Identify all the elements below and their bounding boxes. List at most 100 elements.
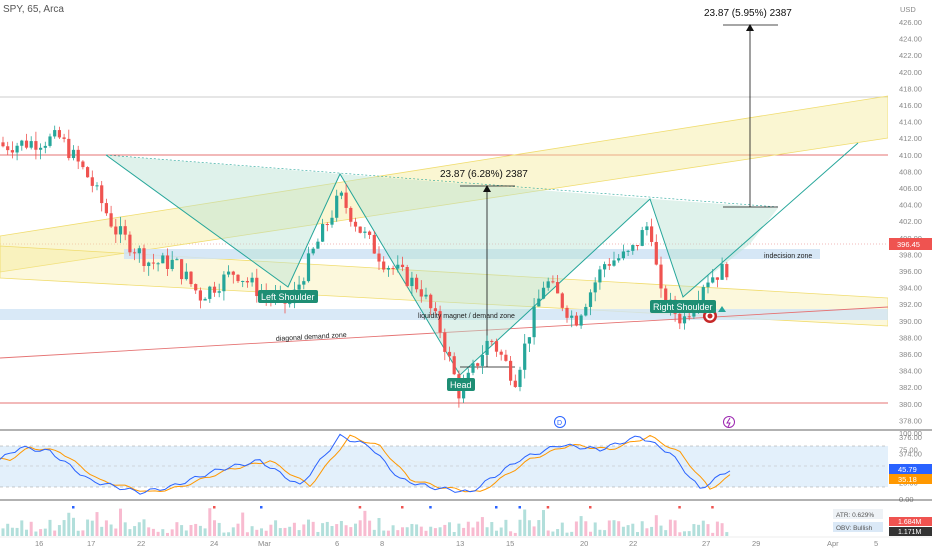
candle-body (57, 130, 61, 138)
volume-bar (307, 519, 310, 536)
candle-body (156, 263, 160, 265)
volume-bar (198, 525, 202, 536)
volume-bar (339, 520, 343, 536)
candle-body (368, 231, 372, 235)
time-tick: 6 (335, 539, 339, 548)
last-price-label: 396.45 (897, 240, 920, 249)
volume-bar (565, 532, 569, 536)
volume-bar (485, 527, 489, 536)
volume-bar (104, 520, 108, 536)
volume-bar (527, 520, 531, 536)
price-tick: 384.00 (899, 367, 922, 376)
candle-body (34, 141, 38, 150)
volume-bar (706, 524, 710, 536)
candle-body (556, 282, 560, 294)
price-tick: 408.00 (899, 167, 922, 176)
time-tick: 24 (210, 539, 218, 548)
candle-body (570, 315, 574, 318)
candle-body (316, 241, 320, 249)
price-tick: 406.00 (899, 184, 922, 193)
candle-body (527, 337, 531, 344)
volume-bar (278, 528, 282, 536)
candle-body (650, 226, 654, 242)
volume-bar (631, 523, 635, 536)
stoch-k-label: 45.79 (898, 465, 917, 474)
candle-body (462, 383, 466, 399)
volume-bar (476, 521, 480, 536)
volume-bar (302, 524, 306, 536)
candle-body (537, 298, 541, 307)
volume-dot (495, 506, 498, 509)
candle-body (203, 298, 207, 301)
candle-body (480, 354, 484, 366)
candle-body (476, 363, 480, 366)
candle-body (429, 294, 433, 309)
candle-body (20, 140, 24, 146)
candle-body (76, 149, 80, 162)
candle-body (189, 271, 193, 285)
candle-body (335, 195, 339, 218)
stoch-band (0, 446, 888, 487)
price-tick: 414.00 (899, 118, 922, 127)
price-axis: 426.00 424.00 422.00 420.00 418.00 416.00 414.… (899, 18, 922, 459)
right-shoulder-badge (650, 300, 716, 313)
time-tick: Apr (827, 539, 839, 548)
volume-a-label: 1.684M (898, 519, 922, 526)
volume-bar (579, 516, 583, 536)
pattern-fill (106, 155, 778, 375)
volume-bar (208, 508, 212, 536)
candle-body (123, 226, 127, 235)
volume-bar (48, 519, 52, 536)
head-badge (447, 378, 475, 391)
atr-label: ATR: 0.629% (836, 512, 874, 519)
volume-bar (292, 522, 296, 536)
volume-bar (109, 524, 113, 536)
volume-bar (598, 529, 602, 536)
volume-bar (161, 529, 165, 536)
candle-body (631, 245, 635, 251)
candle-body (137, 248, 141, 254)
right-shoulder-label: Right Shoulder (653, 302, 713, 312)
indecision-zone-band (124, 249, 820, 259)
volume-bar (532, 526, 536, 536)
volume-bar (570, 531, 574, 536)
volume-bar (180, 525, 184, 536)
lightning-icon (726, 417, 731, 428)
price-tick: 426.00 (899, 18, 922, 27)
candle-body (377, 253, 381, 262)
volume-bar (217, 522, 221, 536)
volume-bar (231, 527, 235, 536)
candle-body (71, 149, 76, 159)
volume-bar (250, 526, 254, 536)
volume-bar (537, 520, 541, 536)
volume-bar (462, 527, 466, 536)
volume-bar (593, 522, 597, 536)
price-tick: 376.00 (899, 433, 922, 442)
volume-bar (678, 532, 682, 536)
candle-body (603, 264, 607, 270)
volume-bar (151, 528, 155, 536)
candle-body (485, 340, 489, 355)
candle-body (24, 140, 29, 148)
volume-bar (358, 520, 362, 536)
volume-bar (640, 521, 644, 536)
candle-body (424, 294, 428, 297)
candle-body (593, 282, 597, 293)
earnings-marker-icon[interactable] (723, 416, 735, 428)
candle-body (180, 259, 184, 280)
candle-body (15, 145, 19, 153)
candle-body (53, 130, 57, 137)
candle-body (353, 221, 358, 227)
candle-body (306, 253, 311, 282)
volume-bar (480, 517, 484, 536)
volume-bar (650, 526, 654, 536)
candle-body (170, 259, 174, 270)
candle-body (250, 277, 254, 283)
volume-bar (288, 526, 292, 536)
volume-bar (429, 526, 433, 536)
candle-body (104, 203, 108, 214)
volume-bar (133, 526, 137, 536)
dividend-marker-icon[interactable] (554, 416, 566, 428)
volume-bar (551, 531, 555, 536)
